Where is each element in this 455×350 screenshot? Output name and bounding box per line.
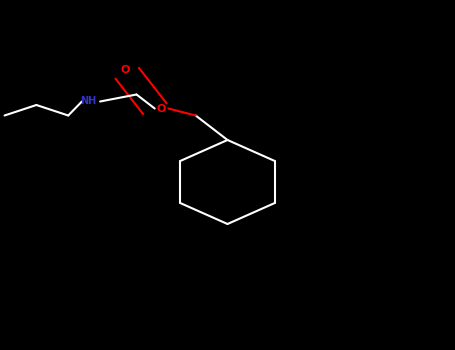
Text: NH: NH bbox=[81, 97, 97, 106]
Text: O: O bbox=[121, 65, 130, 75]
Text: O: O bbox=[157, 104, 166, 113]
